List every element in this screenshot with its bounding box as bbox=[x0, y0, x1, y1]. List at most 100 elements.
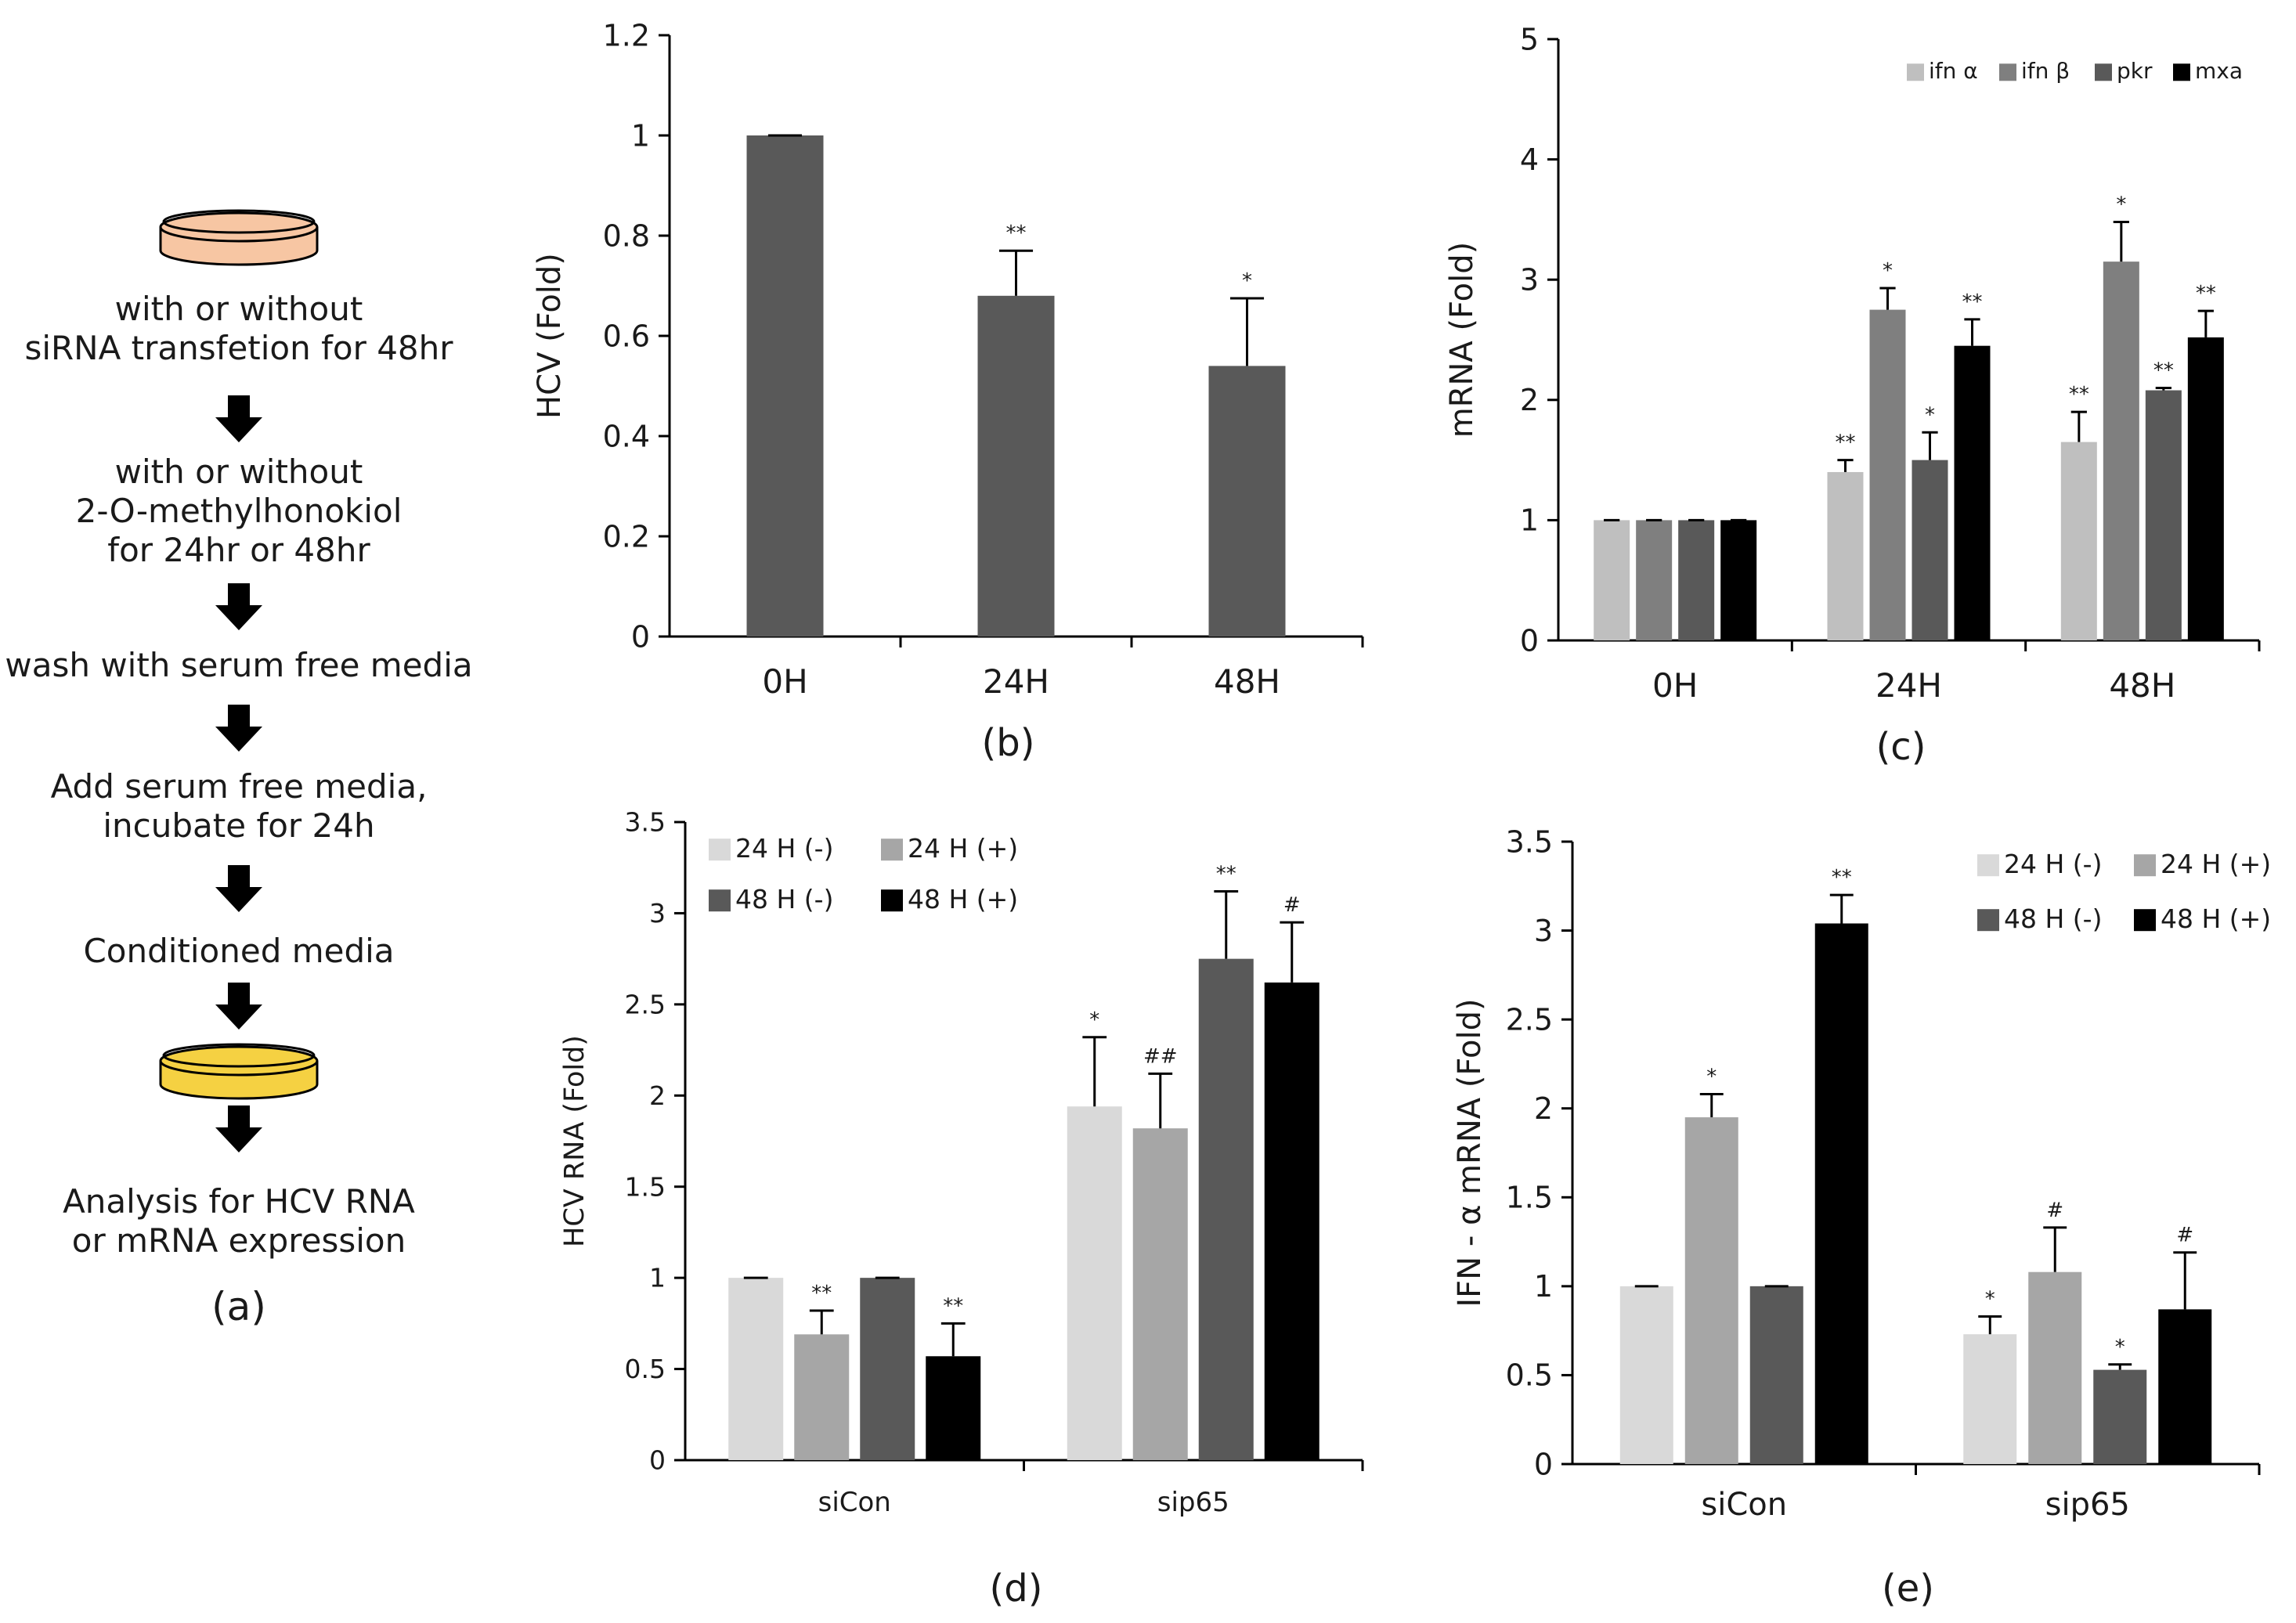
y-tick-label: 2 bbox=[1520, 383, 1539, 417]
y-tick-label: 1.2 bbox=[603, 18, 650, 52]
y-tick-label: 5 bbox=[1520, 22, 1539, 56]
x-tick-label: 0H bbox=[1652, 666, 1698, 705]
bar bbox=[1619, 1286, 1673, 1464]
significance-label: # bbox=[2046, 1199, 2063, 1222]
bar bbox=[794, 1334, 850, 1460]
bar bbox=[1132, 1128, 1188, 1460]
bar bbox=[1827, 471, 1864, 640]
bar bbox=[1749, 1286, 1803, 1464]
flow-step-4-line-2: incubate for 24h bbox=[103, 806, 375, 845]
significance-label: ## bbox=[1143, 1044, 1178, 1068]
bar bbox=[1264, 982, 1319, 1460]
bar bbox=[1067, 1106, 1122, 1460]
significance-label: ** bbox=[1962, 290, 1983, 314]
legend-label: 48 H (-) bbox=[735, 884, 833, 914]
bar bbox=[1869, 309, 1906, 640]
flow-step-1-line-1: with or without bbox=[114, 290, 363, 328]
legend-label: 48 H (+) bbox=[908, 884, 1018, 914]
flow-step-1: with or without siRNA transfetion for 48… bbox=[16, 290, 462, 368]
flow-step-1-line-2: siRNA transfetion for 48hr bbox=[24, 329, 453, 367]
legend-label: 48 H (+) bbox=[2161, 903, 2271, 934]
y-tick-label: 4 bbox=[1520, 142, 1539, 177]
legend-swatch bbox=[2134, 909, 2156, 932]
legend-swatch bbox=[881, 889, 903, 912]
legend-swatch bbox=[2095, 63, 2112, 81]
x-tick-label: 0H bbox=[762, 662, 807, 701]
y-tick-label: 1.5 bbox=[625, 1171, 666, 1202]
x-tick-label: 24H bbox=[983, 662, 1049, 701]
y-tick-label: 0 bbox=[1520, 623, 1539, 658]
flow-step-3: wash with serum free media bbox=[0, 646, 478, 685]
y-tick-label: 0.6 bbox=[603, 319, 650, 353]
petri-dish-bottom-icon bbox=[159, 1043, 319, 1100]
bar bbox=[1594, 520, 1630, 640]
panel-label: (e) bbox=[1882, 1567, 1934, 1610]
y-tick-label: 0.2 bbox=[603, 519, 650, 554]
significance-label: * bbox=[1089, 1008, 1099, 1032]
y-tick-label: 2.5 bbox=[625, 989, 666, 1019]
legend-label: 24 H (+) bbox=[2161, 849, 2271, 879]
panel-label: (c) bbox=[1876, 725, 1926, 769]
significance-label: * bbox=[1883, 259, 1893, 283]
x-tick-label: 24H bbox=[1875, 666, 1942, 705]
significance-label: ** bbox=[1006, 222, 1027, 245]
y-axis-label: HCV (Fold) bbox=[532, 253, 568, 419]
significance-label: ** bbox=[943, 1294, 963, 1318]
flow-step-6-line-2: or mRNA expression bbox=[71, 1221, 406, 1260]
y-tick-label: 0.4 bbox=[603, 419, 650, 453]
bar bbox=[1198, 958, 1254, 1460]
dish-top-rim bbox=[159, 211, 319, 243]
significance-label: * bbox=[1925, 403, 1935, 427]
y-tick-label: 0 bbox=[1534, 1447, 1553, 1481]
y-tick-label: 0 bbox=[649, 1445, 666, 1476]
legend-swatch bbox=[881, 839, 903, 861]
bar bbox=[977, 295, 1055, 637]
significance-label: # bbox=[1283, 893, 1301, 917]
y-tick-label: 1 bbox=[631, 118, 650, 153]
bar bbox=[2060, 442, 2097, 640]
flow-step-6: Analysis for HCV RNA or mRNA expression bbox=[16, 1182, 462, 1261]
dish-bottom-lid bbox=[162, 1043, 316, 1068]
bar bbox=[2158, 1309, 2212, 1464]
legend-swatch bbox=[1977, 909, 1999, 932]
y-tick-label: 3.5 bbox=[625, 807, 666, 838]
y-tick-label: 3 bbox=[1534, 914, 1553, 948]
flow-step-6-line-1: Analysis for HCV RNA bbox=[63, 1182, 415, 1221]
flow-step-2-line-2: 2-O-methylhonokiol bbox=[75, 492, 403, 530]
legend-label: 24 H (-) bbox=[2004, 849, 2102, 879]
x-tick-label: 48H bbox=[2109, 666, 2175, 705]
y-tick-label: 1.5 bbox=[1506, 1181, 1553, 1215]
legend-swatch bbox=[1977, 854, 1999, 877]
legend-swatch bbox=[709, 839, 731, 861]
significance-label: ** bbox=[1836, 431, 1856, 455]
panel-label: (d) bbox=[990, 1567, 1043, 1610]
y-tick-label: 0 bbox=[631, 619, 650, 654]
significance-label: ** bbox=[2196, 282, 2216, 305]
significance-label: * bbox=[2116, 193, 2126, 216]
x-tick-label: siCon bbox=[1701, 1487, 1787, 1523]
flow-step-5-line-1: Conditioned media bbox=[83, 932, 395, 970]
flow-step-3-line-1: wash with serum free media bbox=[5, 646, 473, 684]
significance-label: ** bbox=[1832, 866, 1852, 889]
x-tick-label: siCon bbox=[818, 1487, 891, 1518]
flow-step-5: Conditioned media bbox=[16, 932, 462, 971]
flow-step-4: Add serum free media, incubate for 24h bbox=[16, 767, 462, 846]
legend-swatch bbox=[2134, 854, 2156, 877]
panel-label: (b) bbox=[982, 721, 1035, 765]
legend-label: 24 H (+) bbox=[908, 833, 1018, 864]
y-tick-label: 1 bbox=[649, 1263, 666, 1293]
significance-label: * bbox=[1985, 1287, 1995, 1311]
bar bbox=[2093, 1369, 2147, 1464]
y-tick-label: 3 bbox=[1520, 263, 1539, 298]
significance-label: * bbox=[1706, 1066, 1717, 1089]
flow-step-2-line-1: with or without bbox=[114, 453, 363, 491]
bar bbox=[2103, 261, 2139, 640]
flow-step-4-line-1: Add serum free media, bbox=[50, 767, 428, 806]
significance-label: # bbox=[2176, 1224, 2193, 1247]
significance-label: ** bbox=[811, 1282, 832, 1305]
